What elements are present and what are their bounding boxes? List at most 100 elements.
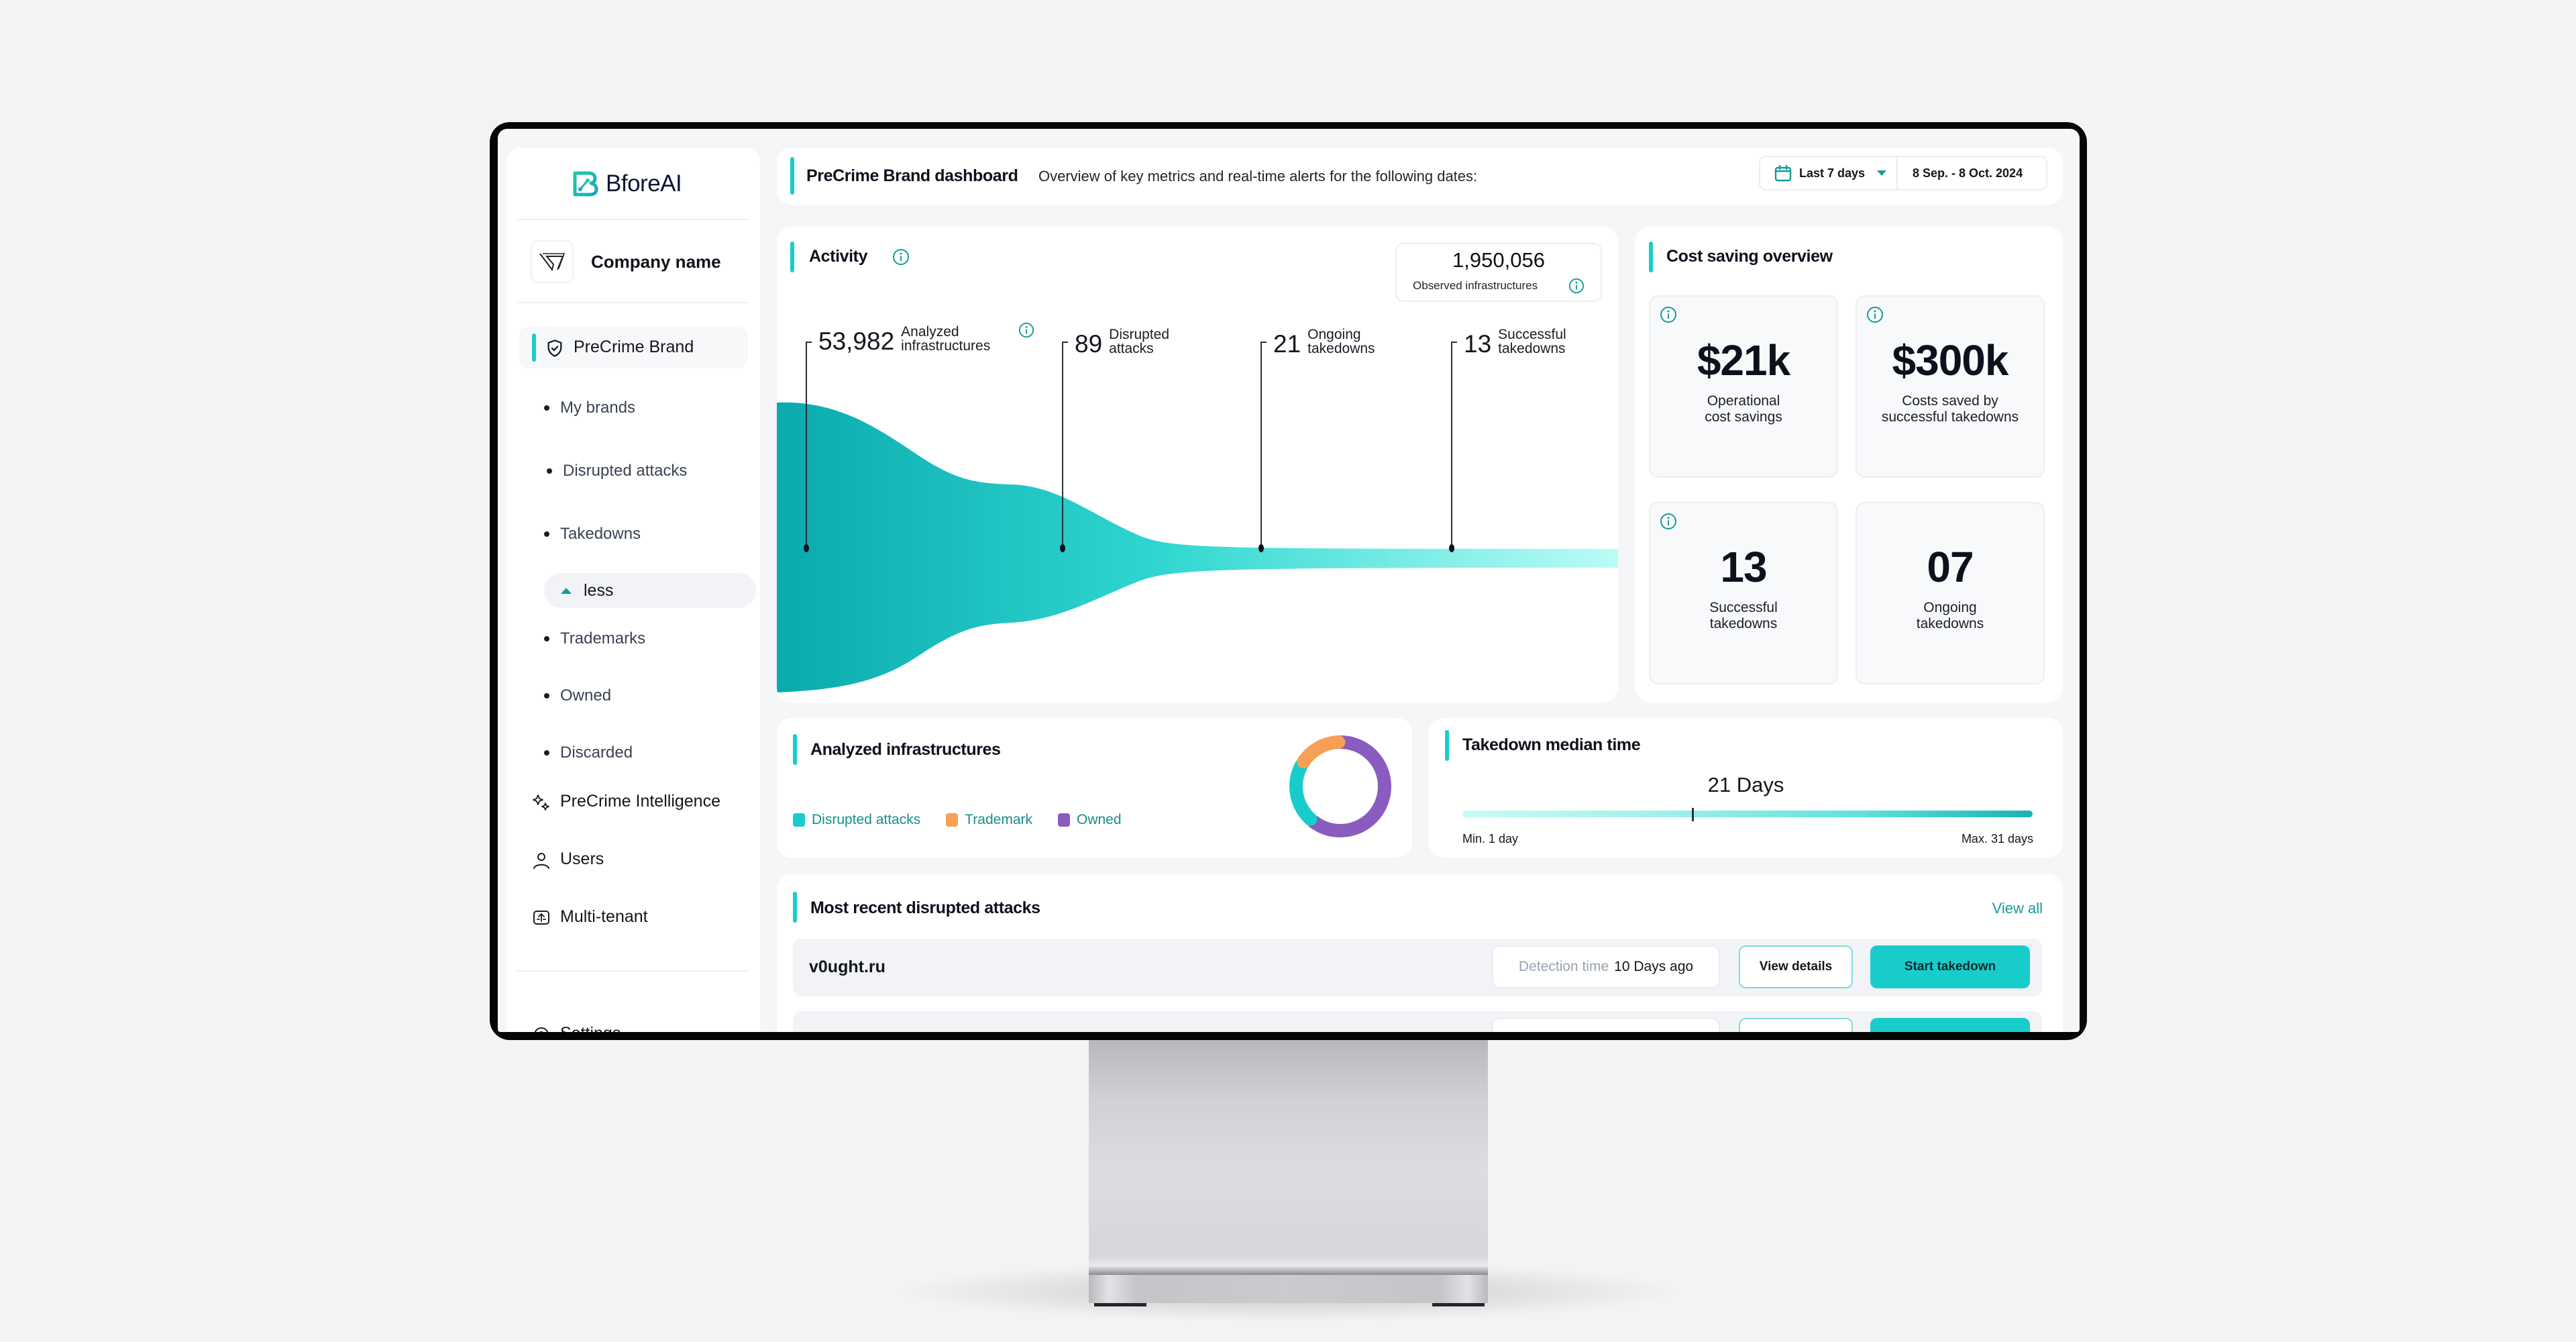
- tile-value: $21k: [1697, 336, 1790, 384]
- view-details-button[interactable]: [1739, 1018, 1853, 1032]
- takedown-median-card: Takedown median time 21 Days Min. 1 day …: [1429, 718, 2063, 858]
- view-all-link[interactable]: View all: [1992, 900, 2043, 917]
- sidebar-item-precrime-intelligence[interactable]: PreCrime Intelligence: [519, 781, 748, 823]
- range-max-label: Max. 31 days: [1961, 832, 2033, 845]
- sidebar-item-multi-tenant[interactable]: Multi-tenant: [519, 896, 748, 938]
- gear-icon: [534, 1027, 549, 1032]
- tile-operational-savings: $21k Operational cost savings: [1649, 295, 1838, 478]
- legend-swatch: [1058, 813, 1070, 827]
- accent-bar: [793, 892, 797, 923]
- bullet-icon: [544, 405, 549, 411]
- metric-successful-takedowns: 13 Successful takedowns: [1464, 327, 1566, 356]
- detection-time: Detection time 10 Days ago: [1492, 945, 1720, 988]
- median-range-bar: [1462, 811, 2033, 817]
- legend-label: Trademark: [965, 812, 1032, 827]
- sidebar-item-settings[interactable]: Settings: [519, 1013, 748, 1032]
- range-select-label: Last 7 days: [1799, 166, 1866, 180]
- detection-time-value: 10 Days ago: [1614, 959, 1694, 974]
- legend-item-trademark[interactable]: Trademark: [946, 812, 1032, 828]
- date-filter: Last 7 days 8 Sep. - 8 Oct. 2024: [1759, 156, 2047, 191]
- view-details-button[interactable]: View details: [1739, 945, 1853, 988]
- sidebar-subitem-discarded[interactable]: Discarded: [544, 743, 633, 762]
- metric-value: 89: [1075, 330, 1103, 358]
- sidebar-subitem-trademarks[interactable]: Trademarks: [544, 629, 645, 648]
- shield-check-icon: [547, 340, 562, 357]
- metric-ongoing-takedowns: 21 Ongoing takedowns: [1273, 327, 1375, 356]
- bullet-icon: [544, 750, 549, 756]
- chevron-down-icon: [1877, 170, 1887, 176]
- brand-logo[interactable]: BforeAI: [572, 169, 682, 199]
- sidebar-subitem-disrupted-attacks[interactable]: Disrupted attacks: [547, 462, 687, 480]
- chart-legend: Disrupted attacks Trademark Owned: [793, 812, 1122, 828]
- bullet-icon: [544, 693, 549, 699]
- sidebar-subitem-my-brands[interactable]: My brands: [544, 399, 635, 417]
- recent-attacks-title: Most recent disrupted attacks: [810, 898, 1040, 917]
- page-subtitle: Overview of key metrics and real-time al…: [1038, 168, 1478, 185]
- tile-label: Operational cost savings: [1705, 393, 1782, 425]
- median-value: 21 Days: [1707, 773, 1784, 796]
- metric-value: 21: [1273, 330, 1301, 358]
- metric-label: Ongoing takedowns: [1307, 327, 1375, 356]
- info-icon[interactable]: [1018, 322, 1034, 338]
- activity-card: Activity 1,950,056 Observed infrastructu…: [777, 227, 1618, 703]
- detection-time: [1492, 1018, 1720, 1032]
- user-icon: [533, 853, 549, 869]
- range-min-label: Min. 1 day: [1462, 832, 1519, 845]
- sidebar-subitem-label: Trademarks: [560, 629, 646, 648]
- info-icon[interactable]: [1568, 278, 1585, 294]
- show-less-toggle[interactable]: less: [544, 573, 756, 608]
- divider: [517, 970, 749, 972]
- legend-swatch: [793, 813, 805, 827]
- brand-name: BforeAI: [606, 170, 682, 197]
- info-icon[interactable]: [892, 248, 910, 266]
- company-logo-icon: [539, 253, 566, 272]
- cost-saving-card: Cost saving overview $21k Operational co…: [1635, 227, 2063, 703]
- observed-label: Observed infrastructures: [1413, 279, 1538, 292]
- metric-label: Analyzed infrastructures: [901, 324, 991, 354]
- activity-funnel-chart: [777, 342, 1618, 692]
- date-range[interactable]: 8 Sep. - 8 Oct. 2024: [1913, 166, 2023, 180]
- accent-bar: [790, 157, 794, 195]
- sidebar-item-label: Settings: [560, 1024, 621, 1032]
- page-title: PreCrime Brand dashboard: [806, 166, 1018, 185]
- sidebar-subitem-owned[interactable]: Owned: [544, 686, 611, 705]
- range-select[interactable]: Last 7 days: [1760, 157, 1898, 189]
- start-takedown-button[interactable]: Start takedown: [1870, 945, 2030, 988]
- company-logo: [531, 240, 574, 283]
- accent-bar: [790, 242, 794, 272]
- donut-chart: [1289, 735, 1391, 837]
- tile-value: 07: [1927, 543, 1974, 591]
- sidebar-item-users[interactable]: Users: [519, 839, 748, 880]
- sidebar: BforeAI Company name PreCrime Brand My: [506, 148, 760, 1032]
- activity-title: Activity: [809, 247, 868, 266]
- start-takedown-button[interactable]: [1870, 1018, 2030, 1032]
- accent-bar: [1649, 242, 1653, 272]
- legend-item-owned[interactable]: Owned: [1058, 812, 1122, 828]
- legend-item-disrupted[interactable]: Disrupted attacks: [793, 812, 920, 828]
- company-switcher[interactable]: Company name: [531, 240, 721, 283]
- sidebar-subitem-label: Discarded: [560, 743, 633, 762]
- tile-label: Costs saved by successful takedowns: [1881, 393, 2019, 425]
- accent-bar: [793, 734, 797, 765]
- sidebar-item-label: PreCrime Brand: [574, 338, 694, 356]
- median-title: Takedown median time: [1462, 735, 1641, 754]
- tile-costs-saved: $300k Costs saved by successful takedown…: [1856, 295, 2045, 478]
- monitor-foot-right: [1432, 1303, 1485, 1306]
- detection-time-label: Detection time: [1518, 959, 1609, 974]
- sidebar-item-label: Multi-tenant: [560, 907, 648, 926]
- bullet-icon: [547, 468, 552, 474]
- median-marker: [1692, 808, 1694, 821]
- cost-saving-title: Cost saving overview: [1666, 247, 1833, 266]
- metric-value: 53,982: [818, 327, 895, 355]
- sidebar-subitem-takedowns[interactable]: Takedowns: [544, 525, 641, 544]
- sidebar-item-precrime-brand[interactable]: PreCrime Brand: [519, 327, 748, 368]
- info-icon[interactable]: [1660, 513, 1677, 530]
- monitor-stand: [1089, 1040, 1488, 1275]
- tile-successful-takedowns: 13 Successful takedowns: [1649, 502, 1838, 684]
- metric-analyzed-infrastructures: 53,982 Analyzed infrastructures: [818, 325, 990, 354]
- attack-domain[interactable]: v0ught.ru: [809, 958, 885, 976]
- dashboard-header: PreCrime Brand dashboard Overview of key…: [777, 148, 2063, 205]
- info-icon[interactable]: [1660, 306, 1677, 323]
- bforeai-logo-icon: [573, 171, 598, 197]
- info-icon[interactable]: [1866, 306, 1884, 323]
